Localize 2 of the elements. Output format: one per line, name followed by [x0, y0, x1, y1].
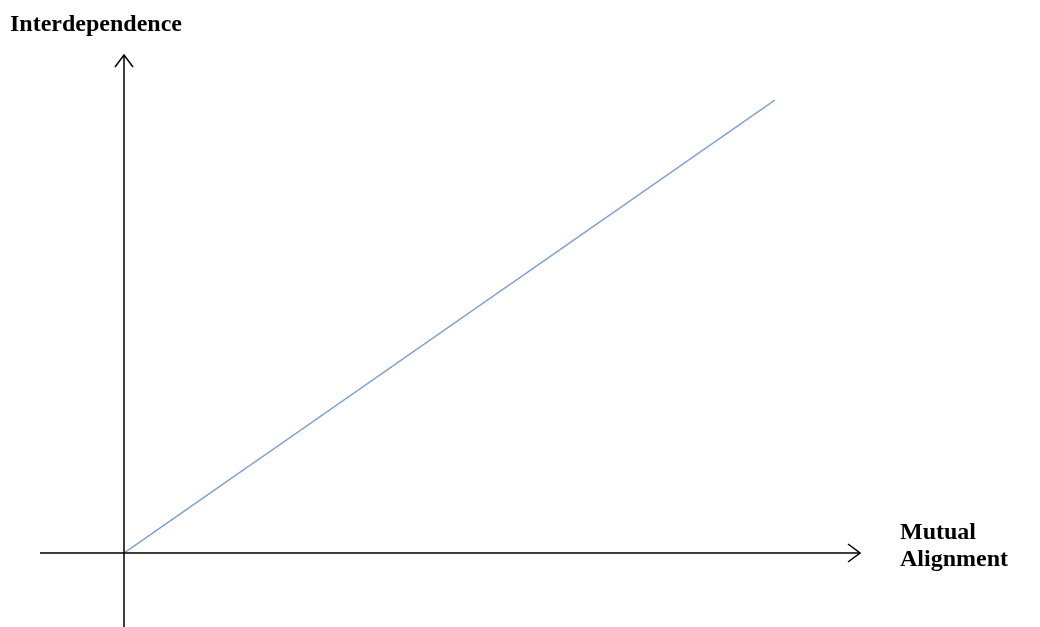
- x-axis-title: Mutual Alignment: [900, 518, 1009, 572]
- y-axis-title: Interdependence: [10, 10, 182, 37]
